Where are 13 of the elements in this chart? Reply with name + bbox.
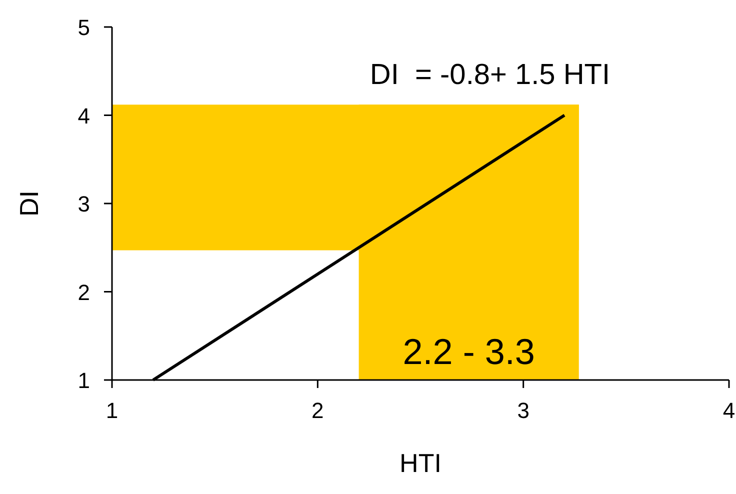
y-tick-label: 2	[78, 280, 90, 305]
y-axis-title: DI	[14, 190, 44, 216]
annotation: DI = -0.8+ 1.5 HTI	[370, 59, 610, 91]
x-tick-label: 3	[517, 398, 530, 423]
x-tick-label: 1	[106, 398, 118, 423]
y-tick-label: 5	[78, 15, 90, 40]
x-tick-label: 4	[722, 398, 736, 423]
band-label: 2.2 - 3.3	[402, 331, 535, 372]
y-tick-label: 1	[78, 368, 90, 393]
x-tick-label: 2	[312, 398, 324, 423]
x-axis-title: HTI	[400, 448, 442, 478]
y-tick-label: 3	[78, 192, 90, 216]
y-tick-label: 4	[78, 103, 90, 128]
